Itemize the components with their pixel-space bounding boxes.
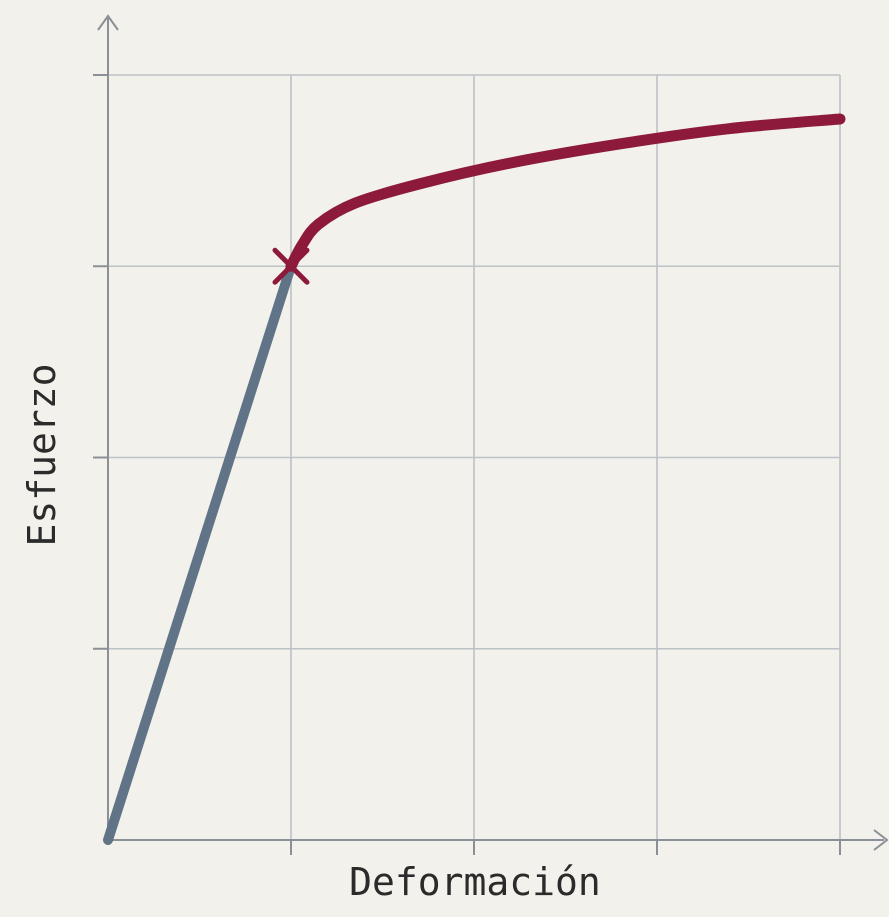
yield-point-marker [272,247,310,285]
series [103,113,846,845]
grid [108,74,841,840]
markers [272,247,310,285]
y-axis-label: Esfuerzo [20,363,64,546]
y-axis-arrow [97,14,119,31]
x-axis-arrow [873,829,889,851]
marker-stroke [272,247,310,285]
series-line-1 [285,113,846,272]
series-line-0 [103,261,296,845]
axes [97,14,889,851]
x-axis-label: Deformación [349,860,601,904]
ticks [93,74,841,855]
